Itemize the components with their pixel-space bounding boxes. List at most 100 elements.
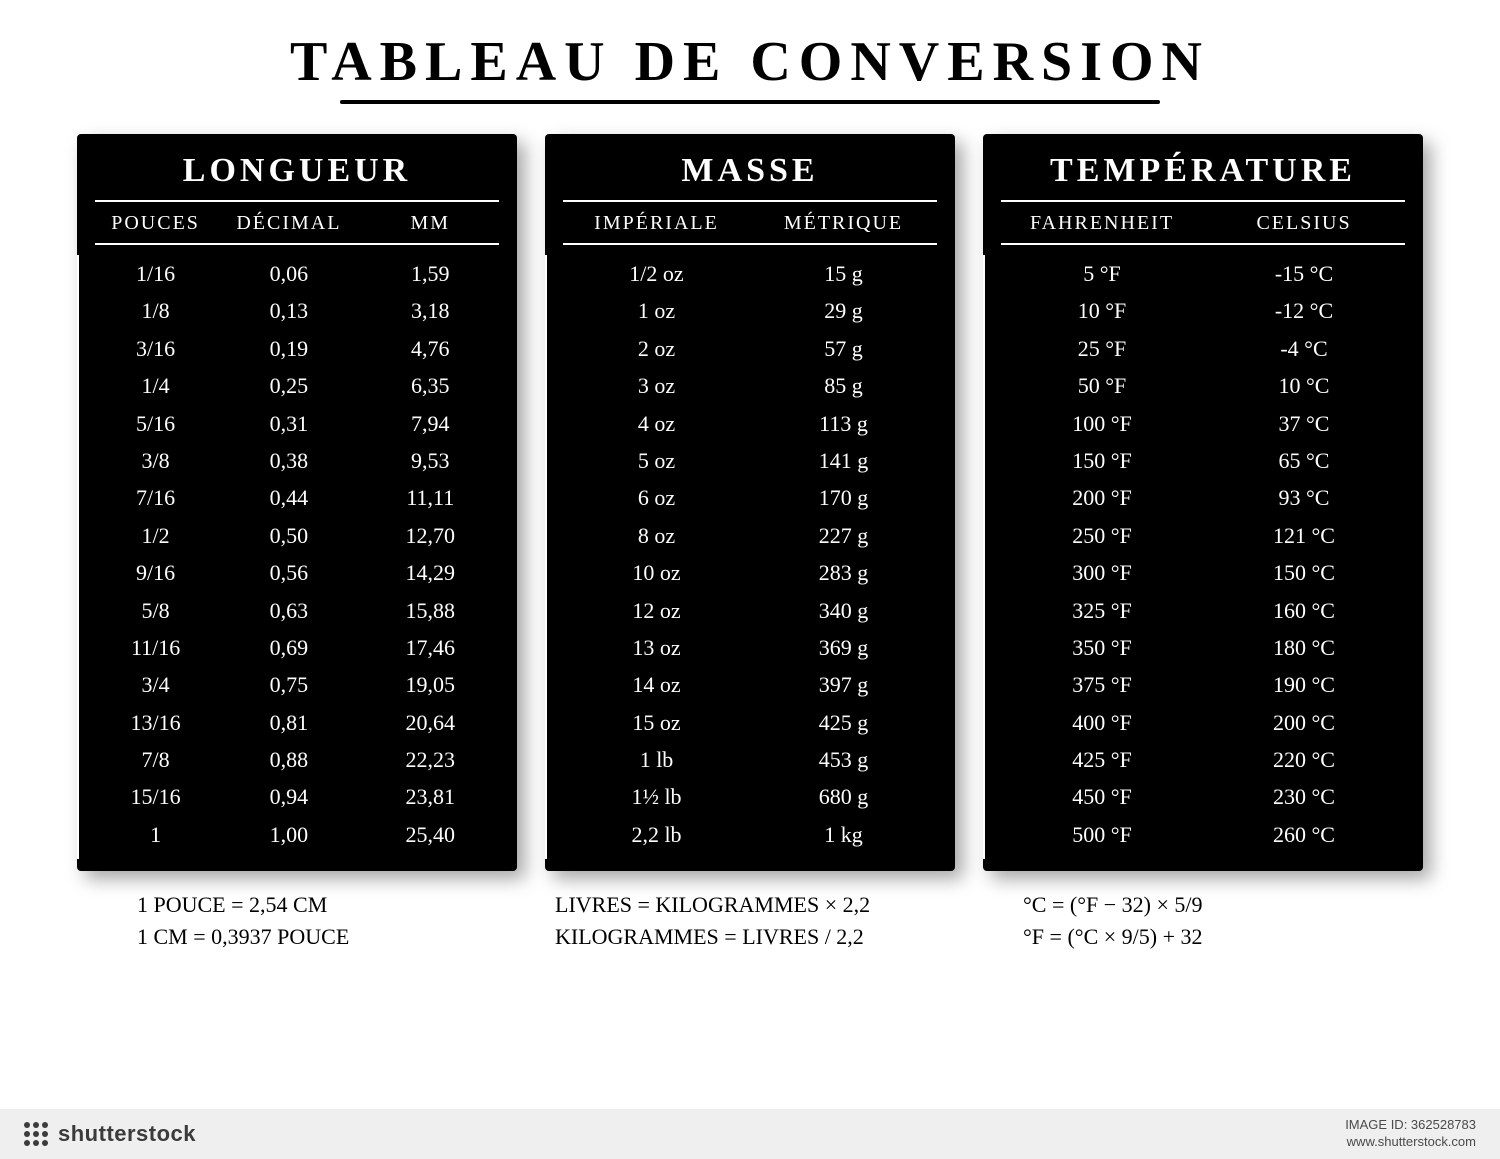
- table-row: 10 oz283 g: [563, 554, 937, 591]
- table-row: 50 °F10 °C: [1001, 367, 1405, 404]
- table-cell: 3/8: [95, 442, 216, 479]
- table-cell: 13 oz: [563, 629, 750, 666]
- divider: [95, 243, 499, 245]
- table-cell: 0,56: [216, 554, 361, 591]
- table-cell: 2 oz: [563, 330, 750, 367]
- footnote-line: 1 CM = 0,3937 POUCE: [137, 921, 517, 953]
- table-cell: 1/16: [95, 255, 216, 292]
- table-cell: 200 °C: [1203, 704, 1405, 741]
- mass-col-headers: IMPÉRIALE MÉTRIQUE: [545, 202, 955, 243]
- table-row: 350 °F180 °C: [1001, 629, 1405, 666]
- table-cell: 1 lb: [563, 741, 750, 778]
- page-title: TABLEAU DE CONVERSION: [0, 0, 1500, 100]
- table-row: 1/40,256,35: [95, 367, 499, 404]
- table-cell: 190 °C: [1203, 666, 1405, 703]
- table-cell: 7/16: [95, 479, 216, 516]
- table-row: 15/160,9423,81: [95, 778, 499, 815]
- table-cell: 23,81: [362, 778, 499, 815]
- table-cell: 283 g: [750, 554, 937, 591]
- table-cell: 1 kg: [750, 816, 937, 853]
- table-cell: 680 g: [750, 778, 937, 815]
- table-cell: 300 °F: [1001, 554, 1203, 591]
- table-row: 25 °F-4 °C: [1001, 330, 1405, 367]
- table-cell: 0,13: [216, 292, 361, 329]
- footnote-line: KILOGRAMMES = LIVRES / 2,2: [555, 921, 955, 953]
- table-cell: 9,53: [362, 442, 499, 479]
- footer-brand: shutterstock: [24, 1121, 196, 1147]
- table-cell: 340 g: [750, 592, 937, 629]
- table-row: 13/160,8120,64: [95, 704, 499, 741]
- table-cell: 160 °C: [1203, 592, 1405, 629]
- table-cell: 25 °F: [1001, 330, 1203, 367]
- table-cell: 200 °F: [1001, 479, 1203, 516]
- table-cell: 85 g: [750, 367, 937, 404]
- table-cell: -4 °C: [1203, 330, 1405, 367]
- shutterstock-logo-icon: [24, 1122, 48, 1146]
- table-row: 200 °F93 °C: [1001, 479, 1405, 516]
- table-row: 450 °F230 °C: [1001, 778, 1405, 815]
- table-cell: 57 g: [750, 330, 937, 367]
- table-cell: 7/8: [95, 741, 216, 778]
- table-cell: 5 oz: [563, 442, 750, 479]
- panels-container: LONGUEUR POUCES DÉCIMAL MM 1/160,061,591…: [0, 134, 1500, 871]
- table-cell: 3/16: [95, 330, 216, 367]
- table-row: 5/80,6315,88: [95, 592, 499, 629]
- table-row: 1/2 oz15 g: [563, 255, 937, 292]
- table-cell: 453 g: [750, 741, 937, 778]
- table-cell: 141 g: [750, 442, 937, 479]
- table-cell: 113 g: [750, 405, 937, 442]
- panel-mass: MASSE IMPÉRIALE MÉTRIQUE 1/2 oz15 g1 oz2…: [545, 134, 955, 871]
- panel-temperature: TEMPÉRATURE FAHRENHEIT CELSIUS 5 °F-15 °…: [983, 134, 1423, 871]
- temperature-footnotes: °C = (°F − 32) × 5/9 °F = (°C × 9/5) + 3…: [983, 889, 1423, 953]
- length-body: 1/160,061,591/80,133,183/160,194,761/40,…: [77, 255, 517, 859]
- length-col-headers: POUCES DÉCIMAL MM: [77, 202, 517, 243]
- footnote-line: °C = (°F − 32) × 5/9: [1023, 889, 1423, 921]
- temperature-col-headers: FAHRENHEIT CELSIUS: [983, 202, 1423, 243]
- table-cell: 375 °F: [1001, 666, 1203, 703]
- table-cell: 2,2 lb: [563, 816, 750, 853]
- table-cell: 220 °C: [1203, 741, 1405, 778]
- table-cell: 450 °F: [1001, 778, 1203, 815]
- table-cell: 0,69: [216, 629, 361, 666]
- table-cell: 14,29: [362, 554, 499, 591]
- table-row: 425 °F220 °C: [1001, 741, 1405, 778]
- table-cell: 50 °F: [1001, 367, 1203, 404]
- table-cell: 121 °C: [1203, 517, 1405, 554]
- col-header: POUCES: [95, 212, 216, 235]
- table-row: 100 °F37 °C: [1001, 405, 1405, 442]
- table-cell: 0,50: [216, 517, 361, 554]
- table-cell: 3,18: [362, 292, 499, 329]
- table-cell: 397 g: [750, 666, 937, 703]
- table-cell: 0,88: [216, 741, 361, 778]
- table-row: 3/160,194,76: [95, 330, 499, 367]
- footer-image-id: IMAGE ID: 362528783: [1345, 1117, 1476, 1134]
- table-cell: 250 °F: [1001, 517, 1203, 554]
- table-cell: 10 °F: [1001, 292, 1203, 329]
- table-cell: 230 °C: [1203, 778, 1405, 815]
- table-row: 1½ lb680 g: [563, 778, 937, 815]
- table-row: 6 oz170 g: [563, 479, 937, 516]
- divider: [1001, 243, 1405, 245]
- table-row: 3/80,389,53: [95, 442, 499, 479]
- table-cell: 4,76: [362, 330, 499, 367]
- table-cell: 11/16: [95, 629, 216, 666]
- table-cell: 19,05: [362, 666, 499, 703]
- table-cell: 5/16: [95, 405, 216, 442]
- table-row: 3 oz85 g: [563, 367, 937, 404]
- table-cell: 150 °F: [1001, 442, 1203, 479]
- table-cell: 10 oz: [563, 554, 750, 591]
- table-cell: 6 oz: [563, 479, 750, 516]
- table-cell: 11,11: [362, 479, 499, 516]
- table-row: 1 lb453 g: [563, 741, 937, 778]
- col-header: IMPÉRIALE: [563, 212, 750, 235]
- table-row: 1/20,5012,70: [95, 517, 499, 554]
- table-cell: 0,25: [216, 367, 361, 404]
- table-cell: 4 oz: [563, 405, 750, 442]
- table-cell: 0,75: [216, 666, 361, 703]
- table-row: 10 °F-12 °C: [1001, 292, 1405, 329]
- table-cell: 325 °F: [1001, 592, 1203, 629]
- footer-bar: shutterstock IMAGE ID: 362528783 www.shu…: [0, 1109, 1500, 1159]
- footer-brand-text: shutterstock: [58, 1121, 196, 1147]
- table-cell: 369 g: [750, 629, 937, 666]
- table-cell: 15/16: [95, 778, 216, 815]
